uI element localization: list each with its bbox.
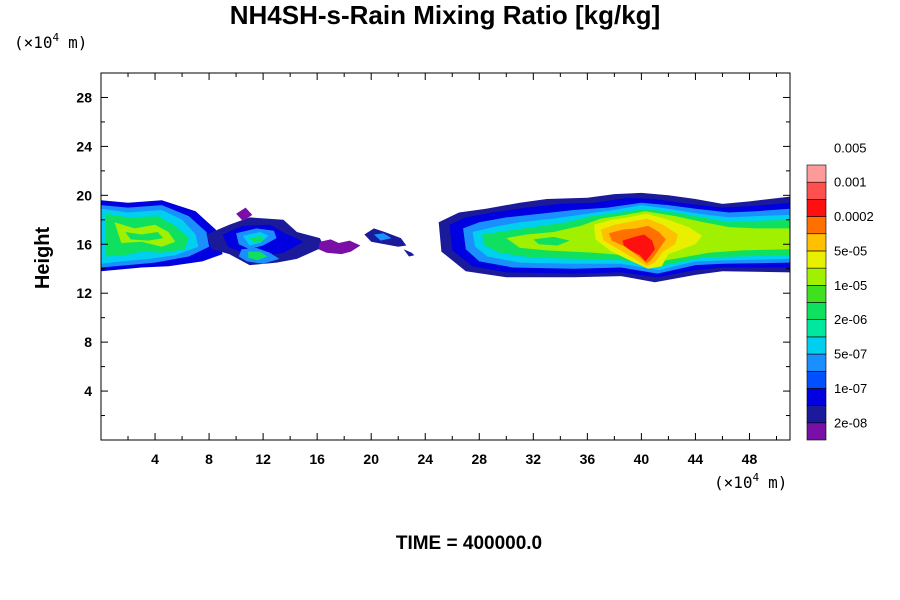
y-axis-label: Height — [32, 227, 54, 290]
x-axis-ticks: 4 8 12 16 20 24 28 32 36 40 44 48 — [127, 73, 777, 467]
y-tick-label: 4 — [84, 383, 92, 399]
colorbar-swatch — [806, 285, 827, 303]
x-tick-label: 24 — [417, 451, 433, 467]
colorbar-swatch — [806, 370, 827, 389]
y-unit-suffix: m) — [68, 33, 87, 52]
colorbar-label: 0.001 — [834, 175, 867, 190]
colorbar-swatch — [806, 199, 827, 217]
x-tick-label: 40 — [634, 451, 650, 467]
small-cluster-inner — [373, 233, 392, 241]
y-tick-label: 20 — [76, 187, 92, 203]
purple-fragment — [318, 239, 361, 255]
thin-streak — [403, 249, 415, 257]
colorbar-label: 5e-07 — [834, 347, 867, 362]
mid-top-fragment — [236, 207, 253, 221]
colorbar-label: 0.0002 — [834, 209, 874, 224]
colorbar-label: 2e-06 — [834, 312, 867, 327]
colorbar-label: 1e-05 — [834, 278, 867, 293]
colorbar-label: 5e-05 — [834, 243, 867, 258]
y-unit-exponent: 4 — [53, 31, 60, 44]
x-unit-suffix: m) — [768, 473, 787, 492]
left-band-green-core — [125, 232, 164, 241]
colorbar-swatch — [806, 302, 827, 320]
colorbar-label: 2e-08 — [834, 415, 867, 430]
colorbar-swatch — [806, 164, 827, 183]
chart-title: NH4SH-s-Rain Mixing Ratio [kg/kg] — [230, 0, 660, 30]
y-unit-prefix: (×10 — [14, 33, 53, 52]
x-tick-label: 28 — [471, 451, 487, 467]
colorbar-swatch — [806, 405, 827, 424]
x-tick-label: 8 — [205, 451, 213, 467]
colorbar-swatch — [806, 353, 827, 372]
x-tick-label: 48 — [742, 451, 758, 467]
colorbar-swatch — [806, 233, 827, 252]
y-tick-label: 8 — [84, 334, 92, 350]
x-tick-label: 32 — [526, 451, 542, 467]
colorbar-swatch — [806, 319, 827, 338]
colorbar-swatch — [806, 388, 827, 406]
y-unit-label: (×104 m) — [14, 31, 87, 52]
colorbar-swatch — [806, 181, 827, 200]
colorbar: 2e-08 1e-07 5e-07 2e-06 1e-05 5e-05 0.0002 0.00… — [806, 140, 874, 441]
x-tick-label: 44 — [688, 451, 704, 467]
colorbar-swatch — [806, 216, 827, 235]
x-tick-label: 16 — [309, 451, 325, 467]
plot-area — [100, 72, 791, 441]
x-tick-label: 36 — [580, 451, 596, 467]
time-label: TIME = 400000.0 — [396, 533, 542, 554]
colorbar-swatch — [806, 336, 827, 355]
x-tick-label: 4 — [151, 451, 159, 467]
right-band-dark-red — [637, 241, 649, 255]
y-tick-label: 28 — [76, 89, 92, 105]
x-unit-label: (×104 m) — [714, 471, 787, 492]
y-tick-label: 12 — [76, 285, 92, 301]
x-unit-prefix: (×10 — [714, 473, 753, 492]
y-tick-label: 16 — [76, 236, 92, 252]
mid-cluster-lower-green — [248, 251, 268, 261]
colorbar-swatch — [806, 250, 827, 269]
plot-frame — [100, 72, 791, 441]
x-tick-label: 12 — [255, 451, 271, 467]
y-tick-label: 24 — [76, 138, 92, 154]
mid-cluster-green — [249, 235, 264, 243]
colorbar-label: 0.005 — [834, 140, 867, 155]
right-band-green-pocket — [533, 236, 570, 246]
mixing-ratio-field — [101, 192, 790, 283]
colorbar-swatch — [806, 422, 827, 441]
y-axis-ticks: 4 8 12 16 20 24 28 — [76, 89, 790, 417]
colorbar-swatch — [806, 267, 827, 286]
colorbar-label: 1e-07 — [834, 381, 867, 396]
x-tick-label: 20 — [363, 451, 379, 467]
x-unit-exponent: 4 — [753, 471, 760, 484]
